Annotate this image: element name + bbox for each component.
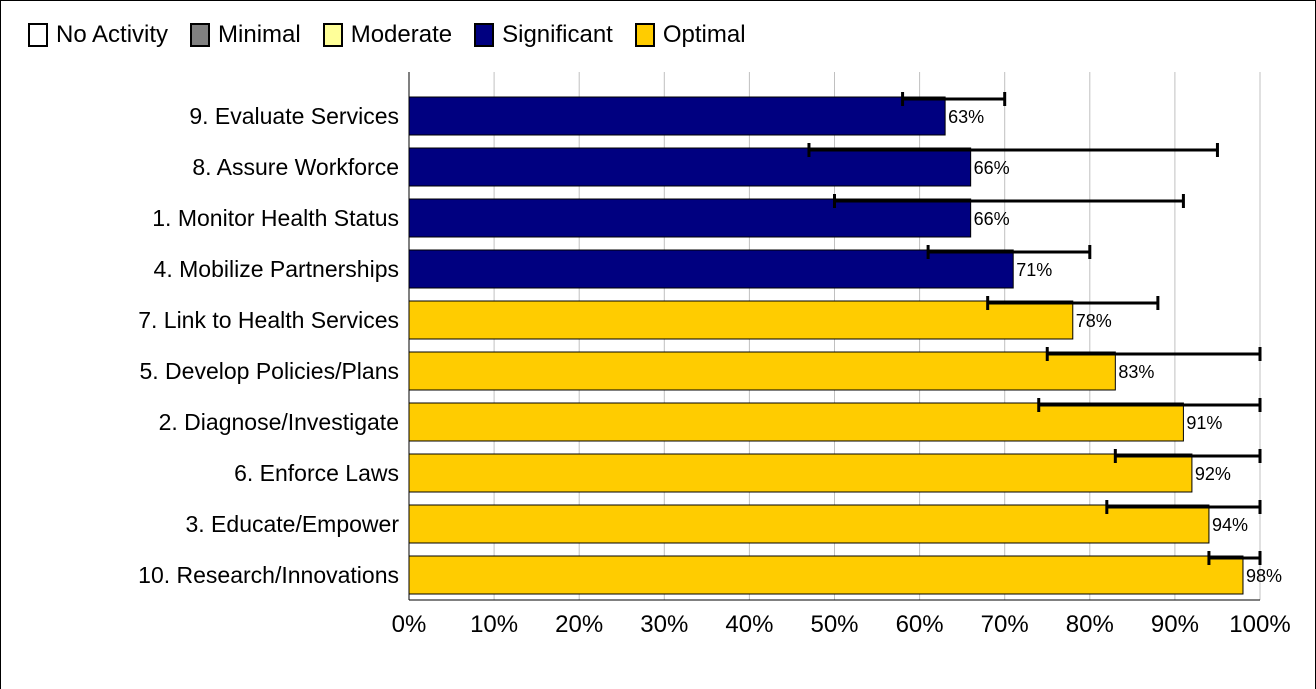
category-label: 1. Monitor Health Status [152,205,399,231]
x-tick-label: 100% [1229,611,1290,638]
legend-item-no-activity: No Activity [28,21,168,49]
x-tick-label: 90% [1151,611,1199,638]
value-label: 66% [974,158,1010,178]
legend-swatch [474,23,495,47]
x-tick-label: 80% [1066,611,1114,638]
legend-item-significant: Significant [474,21,613,49]
legend-swatch [28,23,48,47]
value-label: 91% [1186,413,1222,433]
legend-label: No Activity [56,21,169,48]
x-tick-label: 20% [555,611,603,638]
bar [408,402,1184,442]
value-label: 66% [974,209,1010,229]
bar [408,453,1193,493]
legend-label: Minimal [218,21,301,48]
bar [408,351,1116,391]
legend-item-moderate: Moderate [322,21,453,49]
x-tick-label: 50% [810,611,858,638]
value-label: 83% [1118,362,1154,382]
x-tick-label: 40% [725,611,773,638]
legend: No Activity Minimal Moderate Significant Opt… [28,20,768,50]
bar [408,504,1210,544]
bar [408,96,946,136]
category-label: 10. Research/Innovations [138,562,399,588]
x-tick-label: 10% [470,611,518,638]
legend-swatch [634,23,655,47]
bar [408,147,972,187]
bar [408,555,1244,595]
legend-label: Moderate [350,21,453,48]
x-tick-label: 30% [640,611,688,638]
legend-swatch [322,23,343,47]
bar [408,249,1014,289]
bar [408,300,1074,340]
legend-swatch [190,23,211,47]
category-label: 2. Diagnose/Investigate [159,409,399,435]
bar [408,198,972,238]
category-label: 3. Educate/Empower [185,511,399,537]
value-label: 78% [1076,311,1112,331]
x-tick-label: 70% [981,611,1029,638]
value-label: 92% [1195,464,1231,484]
category-label: 7. Link to Health Services [138,307,399,333]
category-label: 8. Assure Workforce [192,154,399,180]
legend-label: Optimal [662,21,746,48]
x-tick-label: 0% [392,611,427,638]
legend-item-minimal: Minimal [190,21,301,49]
legend-item-optimal: Optimal [634,21,746,49]
category-label: 6. Enforce Laws [234,460,399,486]
legend-label: Significant [502,21,613,48]
x-tick-label: 60% [896,611,944,638]
category-label: 5. Develop Policies/Plans [139,358,399,384]
value-label: 63% [948,107,984,127]
value-label: 71% [1016,260,1052,280]
category-label: 9. Evaluate Services [189,103,399,129]
category-label: 4. Mobilize Partnerships [154,256,399,282]
value-label: 94% [1212,515,1248,535]
value-label: 98% [1246,566,1282,586]
